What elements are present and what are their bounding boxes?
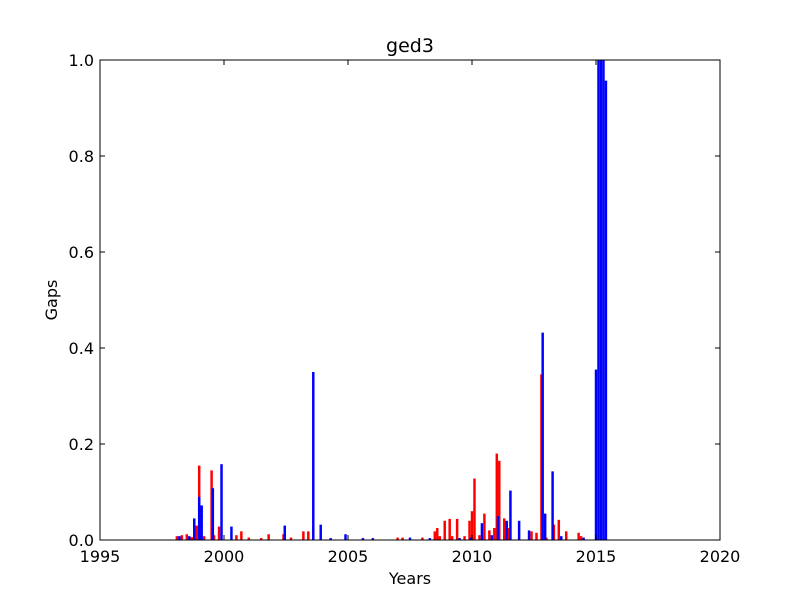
y-tick-label: 0.6 <box>69 243 94 262</box>
bar <box>493 528 496 540</box>
bar <box>577 532 580 540</box>
bar <box>509 490 512 540</box>
bar <box>240 531 243 540</box>
bar <box>490 535 494 540</box>
bar <box>217 526 221 540</box>
bar <box>433 531 437 540</box>
bar <box>483 513 486 540</box>
x-axis-label: Years <box>388 569 431 588</box>
bar <box>473 478 476 540</box>
bar <box>455 518 459 540</box>
bar <box>458 538 461 540</box>
bar <box>401 537 404 540</box>
bar <box>200 505 203 540</box>
x-tick-label: 2000 <box>204 547 245 566</box>
bar <box>463 536 466 540</box>
bar <box>230 526 233 540</box>
bar <box>602 60 605 540</box>
bar <box>436 528 439 540</box>
bar <box>565 531 568 540</box>
y-axis-label: Gaps <box>42 280 61 321</box>
bar <box>543 513 547 540</box>
bar <box>220 464 223 540</box>
bar <box>283 525 286 540</box>
x-tick-label: 1995 <box>80 547 121 566</box>
bar <box>527 530 531 540</box>
bar <box>202 536 206 540</box>
bar <box>247 537 251 540</box>
bar <box>302 531 305 540</box>
bar <box>557 519 561 540</box>
bar <box>582 537 585 540</box>
x-tick-label: 2005 <box>328 547 369 566</box>
x-tick-label: 2015 <box>576 547 617 566</box>
bar <box>498 460 501 540</box>
bar <box>175 536 179 540</box>
bar <box>396 537 399 540</box>
series-blue-bars <box>178 60 608 540</box>
bar <box>195 525 198 540</box>
bar <box>267 534 270 540</box>
plot-area-frame <box>99 59 721 541</box>
bar <box>469 537 472 540</box>
y-tick-label: 1.0 <box>69 51 94 70</box>
chart-title: ged3 <box>386 35 434 57</box>
bar <box>185 534 189 540</box>
bar <box>190 537 193 540</box>
bar <box>188 536 191 540</box>
bar <box>180 535 184 540</box>
y-tick-label: 0.0 <box>69 531 94 550</box>
bar <box>480 523 484 540</box>
bar <box>361 538 365 540</box>
bar <box>495 453 499 540</box>
bar <box>505 520 508 540</box>
bar <box>235 535 238 540</box>
bar <box>421 537 424 540</box>
y-tick-label: 0.4 <box>69 339 94 358</box>
bar <box>488 530 491 540</box>
bar <box>470 511 474 540</box>
bar <box>597 60 600 540</box>
bar <box>517 520 521 540</box>
bar <box>604 80 608 540</box>
bar <box>560 536 563 540</box>
bar <box>535 532 538 540</box>
x-tick-label: 2010 <box>452 547 493 566</box>
bar <box>530 531 533 540</box>
y-tick-label: 0.8 <box>69 147 94 166</box>
bar <box>371 538 375 540</box>
bar <box>468 520 471 540</box>
bar <box>307 531 310 540</box>
bar <box>478 535 481 540</box>
bar <box>503 518 506 540</box>
bar <box>551 471 554 540</box>
bar <box>496 516 500 540</box>
bar <box>428 538 432 540</box>
bar <box>448 518 451 540</box>
bar <box>319 524 322 540</box>
bar <box>178 536 181 540</box>
bar <box>197 496 201 540</box>
bar <box>211 488 215 540</box>
x-tick-label: 2020 <box>700 547 741 566</box>
bar <box>408 537 412 540</box>
bar <box>450 536 454 540</box>
x-axis-ticks: 1995 2000 2005 2010 2015 2020 <box>80 60 741 566</box>
bar <box>329 538 332 540</box>
bar <box>599 60 603 540</box>
bar <box>193 518 196 540</box>
bar <box>289 537 293 540</box>
y-tick-label: 0.2 <box>69 435 94 454</box>
bar <box>443 520 446 540</box>
bar <box>312 372 315 540</box>
y-axis-ticks: 0.0 0.2 0.4 0.6 0.8 1.0 <box>69 51 720 550</box>
bar <box>541 332 544 540</box>
bar <box>438 536 441 540</box>
bar <box>594 369 598 540</box>
bar <box>579 536 583 540</box>
bar <box>344 534 347 540</box>
bar <box>259 538 263 540</box>
